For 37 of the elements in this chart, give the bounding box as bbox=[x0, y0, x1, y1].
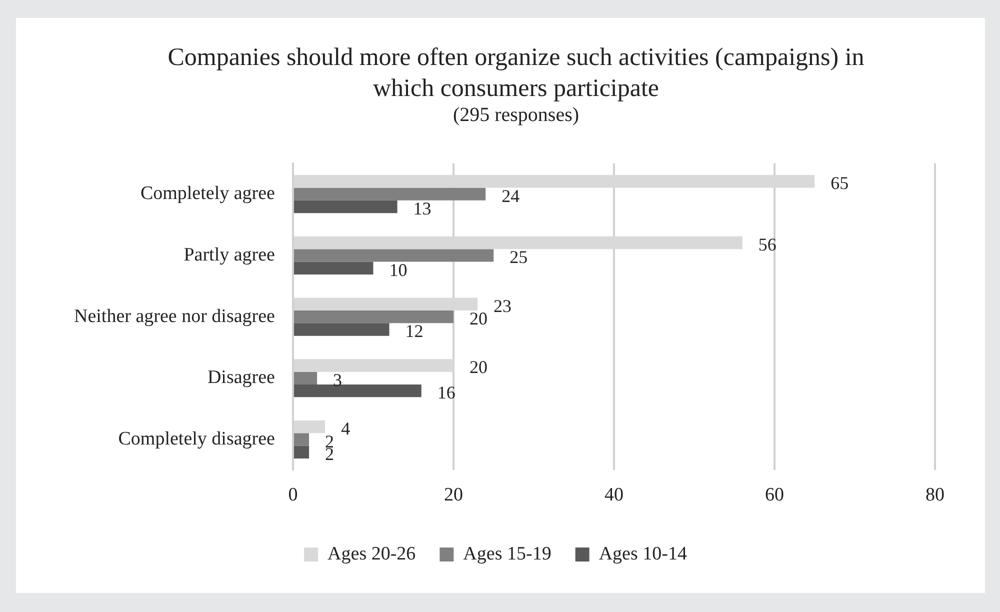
bar bbox=[294, 372, 318, 384]
data-label: 24 bbox=[502, 186, 520, 206]
x-tick-label: 20 bbox=[444, 484, 463, 506]
x-tick-label: 60 bbox=[764, 484, 784, 506]
y-tick-label: Disagree bbox=[207, 367, 275, 388]
bar bbox=[294, 249, 494, 262]
chart-title: Companies should more often organize such activities (campaigns) in which consumers participate bbox=[166, 43, 866, 104]
data-label: 25 bbox=[510, 247, 528, 268]
data-label: 12 bbox=[405, 321, 424, 342]
legend-label: Ages 15-19 bbox=[463, 543, 552, 564]
bar bbox=[294, 323, 390, 336]
chart-subtitle: (295 responses) bbox=[452, 104, 580, 127]
y-tick-label: Completely agree bbox=[140, 183, 275, 204]
bar bbox=[294, 310, 454, 324]
x-tick-label: 40 bbox=[604, 484, 624, 506]
data-label: 10 bbox=[389, 260, 408, 280]
x-tick-label: 0 bbox=[288, 484, 298, 506]
bar bbox=[294, 433, 310, 446]
data-label: 13 bbox=[413, 198, 432, 218]
bar bbox=[294, 446, 310, 459]
data-label: 65 bbox=[830, 173, 849, 194]
bar bbox=[294, 200, 398, 214]
y-tick-label: Neither agree nor disagree bbox=[74, 306, 275, 327]
legend-label: Ages 20-26 bbox=[328, 543, 416, 564]
data-label: 56 bbox=[758, 234, 776, 254]
y-tick-label: Partly agree bbox=[184, 244, 275, 266]
bar bbox=[294, 188, 486, 200]
bar bbox=[294, 262, 374, 274]
data-label: 23 bbox=[494, 296, 512, 316]
bar bbox=[294, 384, 422, 398]
data-label: 20 bbox=[469, 357, 488, 378]
y-tick-label: Completely disagree bbox=[118, 428, 275, 450]
x-tick-label: 80 bbox=[926, 484, 944, 506]
legend-label: Ages 10-14 bbox=[598, 543, 688, 564]
data-label: 4 bbox=[341, 418, 350, 439]
data-label: 20 bbox=[469, 308, 488, 329]
data-label: 16 bbox=[437, 382, 456, 403]
